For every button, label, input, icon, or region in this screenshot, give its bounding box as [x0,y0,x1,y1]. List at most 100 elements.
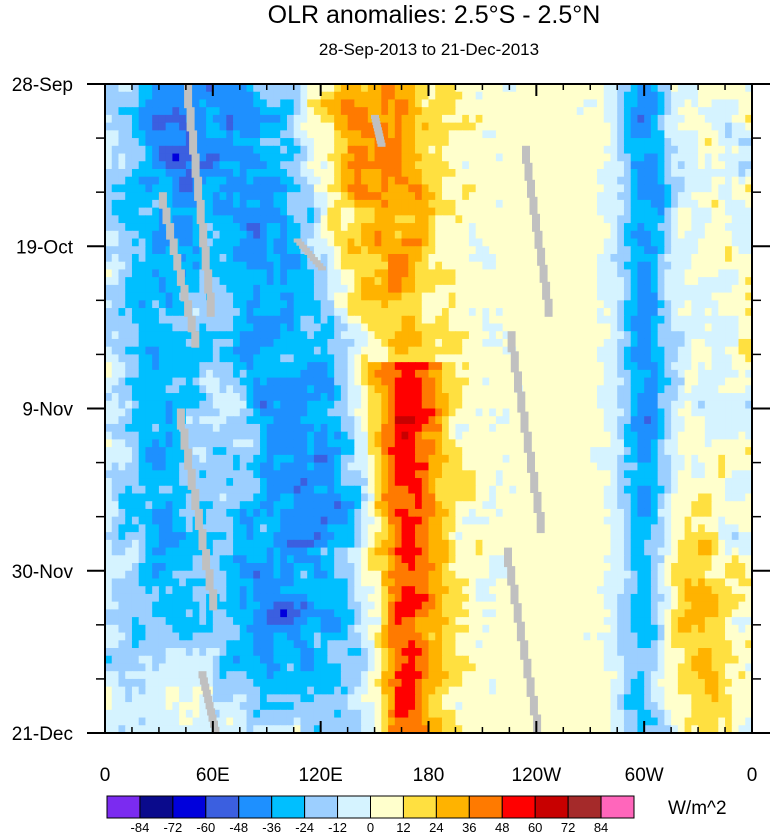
field-cell [131,300,140,309]
field-cell [408,470,416,479]
field-cell [718,300,726,309]
field-cell [172,447,180,456]
field-cell [468,431,477,441]
field-cell [111,277,120,286]
field-cell [590,91,598,101]
field-cell [556,439,564,448]
field-cell [179,230,187,240]
field-cell [529,107,537,116]
field-cell [711,300,719,309]
field-cell [340,184,349,193]
field-cell [394,153,403,162]
field-cell [273,338,281,348]
field-cell [657,300,665,309]
field-cell [536,416,544,425]
field-cell [415,138,423,147]
field-cell [165,145,173,155]
field-cell [502,91,510,101]
field-cell [320,447,329,456]
field-cell [441,199,450,209]
field-cell [206,362,214,371]
field-cell [206,215,214,224]
field-cell [590,153,598,162]
field-cell [475,393,484,402]
field-cell [428,338,436,348]
field-cell [536,176,544,186]
field-cell [671,300,679,309]
field-cell [630,408,639,417]
field-cell [199,145,207,155]
field-cell [125,400,133,410]
field-cell [421,423,430,433]
field-cell [549,91,558,101]
field-cell [293,161,302,170]
field-cell [300,454,308,464]
field-cell [468,192,477,201]
field-cell [260,300,268,309]
field-cell [489,168,497,178]
field-cell [401,246,409,255]
field-cell [556,238,564,247]
field-cell [698,145,706,155]
field-cell [152,454,160,464]
field-cell [698,478,706,487]
field-cell [361,462,369,471]
field-cell [435,300,443,309]
field-cell [549,431,558,441]
field-cell [671,462,679,471]
field-cell [684,145,692,155]
field-cell [489,447,497,456]
field-cell [293,130,302,139]
field-cell [388,462,396,471]
field-cell [428,408,436,417]
field-cell [637,308,645,317]
field-cell [691,153,699,162]
field-cell [482,114,490,124]
field-cell [320,122,329,131]
field-cell [529,99,537,108]
field-cell [286,393,295,402]
field-cell [394,385,403,394]
field-cell [340,199,349,209]
field-cell [570,99,578,108]
field-cell [556,84,564,93]
field-cell [138,176,147,186]
field-cell [388,107,396,116]
field-cell [711,408,719,417]
field-cell [293,230,302,240]
field-cell [138,138,147,147]
field-cell [300,269,308,278]
field-cell [522,346,531,356]
field-cell [273,107,281,116]
field-cell [603,238,612,247]
field-cell [576,161,585,170]
field-cell [408,238,416,247]
field-cell [745,138,752,147]
field-cell [340,454,349,464]
field-cell [489,145,497,155]
field-cell [374,346,382,356]
field-cell [415,454,423,464]
field-cell [327,223,335,232]
field-cell [644,91,652,101]
field-cell [455,122,463,131]
field-cell [131,277,140,286]
field-cell [313,138,322,147]
field-cell [219,439,227,448]
field-cell [489,176,497,186]
field-cell [421,478,430,487]
field-cell [475,145,484,155]
field-cell [131,114,140,124]
field-cell [441,292,450,301]
field-cell [138,400,147,410]
field-cell [549,470,558,479]
field-cell [313,346,322,356]
field-cell [354,323,362,332]
field-cell [543,431,551,441]
field-cell [563,161,571,170]
field-cell [388,292,396,301]
field-cell [603,447,612,456]
field-cell [165,168,173,178]
field-cell [704,238,713,247]
field-cell [684,253,692,263]
